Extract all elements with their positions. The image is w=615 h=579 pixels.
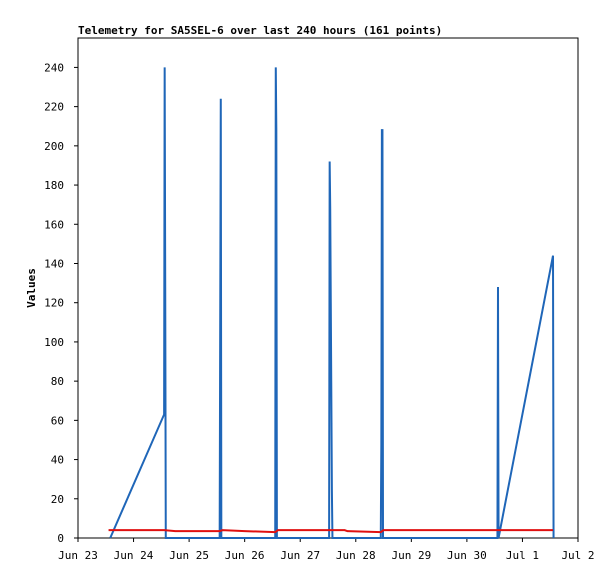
x-tick-label: Jun 30	[447, 549, 487, 562]
y-tick-label: 220	[44, 101, 64, 114]
x-tick-label: Jun 23	[58, 549, 98, 562]
x-tick-label: Jun 26	[225, 549, 265, 562]
y-tick-label: 20	[51, 493, 64, 506]
x-tick-label: Jul 1	[506, 549, 539, 562]
y-tick-label: 180	[44, 179, 64, 192]
y-tick-label: 40	[51, 454, 64, 467]
x-tick-label: Jul 2	[561, 549, 594, 562]
y-tick-label: 240	[44, 61, 64, 74]
y-tick-label: 80	[51, 375, 64, 388]
x-tick-label: Jun 27	[280, 549, 320, 562]
chart-title: Telemetry for SA5SEL-6 over last 240 hou…	[78, 24, 442, 37]
y-tick-label: 60	[51, 414, 64, 427]
x-tick-label: Jun 24	[114, 549, 154, 562]
y-tick-label: 120	[44, 297, 64, 310]
x-tick-label: Jun 29	[391, 549, 431, 562]
y-tick-label: 140	[44, 257, 64, 270]
y-axis-label: Values	[25, 268, 38, 308]
series-line	[108, 529, 553, 534]
y-tick-label: 100	[44, 336, 64, 349]
x-tick-label: Jun 28	[336, 549, 376, 562]
y-tick-label: 0	[57, 532, 64, 545]
y-tick-label: 160	[44, 218, 64, 231]
y-tick-label: 200	[44, 140, 64, 153]
x-tick-label: Jun 25	[169, 549, 209, 562]
series-line	[109, 67, 555, 539]
